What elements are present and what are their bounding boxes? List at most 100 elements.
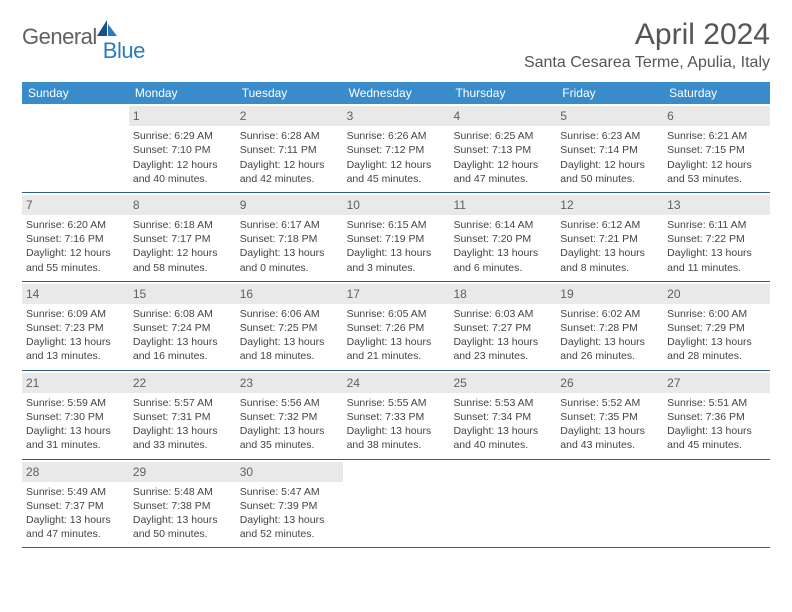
- logo: General Blue: [22, 18, 145, 50]
- sunrise-text: Sunrise: 6:09 AM: [26, 307, 125, 321]
- day-number: 30: [236, 462, 343, 482]
- sunset-text: Sunset: 7:26 PM: [347, 321, 446, 335]
- sunrise-text: Sunrise: 6:15 AM: [347, 218, 446, 232]
- sunrise-text: Sunrise: 6:20 AM: [26, 218, 125, 232]
- day-cell-12: 12Sunrise: 6:12 AMSunset: 7:21 PMDayligh…: [556, 193, 663, 281]
- daylight-text: Daylight: 13 hours and 23 minutes.: [453, 335, 552, 363]
- day-cell-11: 11Sunrise: 6:14 AMSunset: 7:20 PMDayligh…: [449, 193, 556, 281]
- week-row: 7Sunrise: 6:20 AMSunset: 7:16 PMDaylight…: [22, 193, 770, 282]
- header: General Blue April 2024 Santa Cesarea Te…: [22, 18, 770, 72]
- sunrise-text: Sunrise: 6:23 AM: [560, 129, 659, 143]
- sunset-text: Sunset: 7:34 PM: [453, 410, 552, 424]
- daylight-text: Daylight: 13 hours and 45 minutes.: [667, 424, 766, 452]
- day-cell-5: 5Sunrise: 6:23 AMSunset: 7:14 PMDaylight…: [556, 104, 663, 192]
- day-cell-14: 14 Sunrise: 6:09 AMSunset: 7:23 PMDayligh…: [22, 282, 129, 370]
- daylight-text: Daylight: 12 hours and 53 minutes.: [667, 158, 766, 186]
- sunset-text: Sunset: 7:35 PM: [560, 410, 659, 424]
- sunrise-text: Sunrise: 5:52 AM: [560, 396, 659, 410]
- daylight-text: Daylight: 12 hours and 42 minutes.: [240, 158, 339, 186]
- logo-text-1: General: [22, 24, 97, 50]
- day-number: 18: [449, 284, 556, 304]
- day-number: 4: [449, 106, 556, 126]
- daylight-text: Daylight: 13 hours and 47 minutes.: [26, 513, 125, 541]
- daylight-text: Daylight: 12 hours and 50 minutes.: [560, 158, 659, 186]
- page-title: April 2024: [524, 18, 770, 52]
- sunset-text: Sunset: 7:29 PM: [667, 321, 766, 335]
- sunrise-text: Sunrise: 5:47 AM: [240, 485, 339, 499]
- day-number: 11: [449, 195, 556, 215]
- day-header-saturday: Saturday: [663, 82, 770, 104]
- daylight-text: Daylight: 13 hours and 28 minutes.: [667, 335, 766, 363]
- day-cell-1: 1Sunrise: 6:29 AMSunset: 7:10 PMDaylight…: [129, 104, 236, 192]
- sunrise-text: Sunrise: 6:00 AM: [667, 307, 766, 321]
- day-number: 15: [129, 284, 236, 304]
- sunset-text: Sunset: 7:39 PM: [240, 499, 339, 513]
- sunset-text: Sunset: 7:10 PM: [133, 143, 232, 157]
- day-header-tuesday: Tuesday: [236, 82, 343, 104]
- week-row: .1Sunrise: 6:29 AMSunset: 7:10 PMDayligh…: [22, 104, 770, 193]
- day-number: 7: [22, 195, 129, 215]
- sunset-text: Sunset: 7:24 PM: [133, 321, 232, 335]
- daylight-text: Daylight: 13 hours and 40 minutes.: [453, 424, 552, 452]
- day-cell-4: 4Sunrise: 6:25 AMSunset: 7:13 PMDaylight…: [449, 104, 556, 192]
- sunrise-text: Sunrise: 6:21 AM: [667, 129, 766, 143]
- day-cell-24: 24Sunrise: 5:55 AMSunset: 7:33 PMDayligh…: [343, 371, 450, 459]
- day-cell-9: 9Sunrise: 6:17 AMSunset: 7:18 PMDaylight…: [236, 193, 343, 281]
- day-cell-28: 28Sunrise: 5:49 AMSunset: 7:37 PMDayligh…: [22, 460, 129, 548]
- daylight-text: Daylight: 13 hours and 43 minutes.: [560, 424, 659, 452]
- sunrise-text: Sunrise: 5:49 AM: [26, 485, 125, 499]
- daylight-text: Daylight: 12 hours and 45 minutes.: [347, 158, 446, 186]
- day-cell-3: 3Sunrise: 6:26 AMSunset: 7:12 PMDaylight…: [343, 104, 450, 192]
- day-cell-13: 13Sunrise: 6:11 AMSunset: 7:22 PMDayligh…: [663, 193, 770, 281]
- title-block: April 2024 Santa Cesarea Terme, Apulia, …: [524, 18, 770, 72]
- daylight-text: Daylight: 13 hours and 31 minutes.: [26, 424, 125, 452]
- sunset-text: Sunset: 7:17 PM: [133, 232, 232, 246]
- sunrise-text: Sunrise: 6:02 AM: [560, 307, 659, 321]
- daylight-text: Daylight: 13 hours and 18 minutes.: [240, 335, 339, 363]
- day-header-sunday: Sunday: [22, 82, 129, 104]
- logo-text-2: Blue: [103, 38, 145, 64]
- sunset-text: Sunset: 7:38 PM: [133, 499, 232, 513]
- day-header-row: SundayMondayTuesdayWednesdayThursdayFrid…: [22, 82, 770, 104]
- day-cell-8: 8Sunrise: 6:18 AMSunset: 7:17 PMDaylight…: [129, 193, 236, 281]
- sunset-text: Sunset: 7:25 PM: [240, 321, 339, 335]
- daylight-text: Daylight: 13 hours and 0 minutes.: [240, 246, 339, 274]
- sunrise-text: Sunrise: 6:11 AM: [667, 218, 766, 232]
- sunrise-text: Sunrise: 6:29 AM: [133, 129, 232, 143]
- sunset-text: Sunset: 7:32 PM: [240, 410, 339, 424]
- sunset-text: Sunset: 7:37 PM: [26, 499, 125, 513]
- daylight-text: Daylight: 13 hours and 33 minutes.: [133, 424, 232, 452]
- sunrise-text: Sunrise: 6:03 AM: [453, 307, 552, 321]
- day-cell-18: 18Sunrise: 6:03 AMSunset: 7:27 PMDayligh…: [449, 282, 556, 370]
- sunrise-text: Sunrise: 6:26 AM: [347, 129, 446, 143]
- sunset-text: Sunset: 7:33 PM: [347, 410, 446, 424]
- location-subtitle: Santa Cesarea Terme, Apulia, Italy: [524, 54, 770, 72]
- day-number: 29: [129, 462, 236, 482]
- sunrise-text: Sunrise: 5:57 AM: [133, 396, 232, 410]
- day-cell-17: 17Sunrise: 6:05 AMSunset: 7:26 PMDayligh…: [343, 282, 450, 370]
- day-number: 14: [22, 284, 129, 304]
- day-number: 12: [556, 195, 663, 215]
- day-number: 16: [236, 284, 343, 304]
- week-row: 21Sunrise: 5:59 AMSunset: 7:30 PMDayligh…: [22, 371, 770, 460]
- day-cell-27: 27Sunrise: 5:51 AMSunset: 7:36 PMDayligh…: [663, 371, 770, 459]
- sunset-text: Sunset: 7:21 PM: [560, 232, 659, 246]
- day-cell-6: 6 Sunrise: 6:21 AMSunset: 7:15 PMDaylight…: [663, 104, 770, 192]
- day-number: 3: [343, 106, 450, 126]
- day-number: 9: [236, 195, 343, 215]
- daylight-text: Daylight: 13 hours and 16 minutes.: [133, 335, 232, 363]
- day-number: 13: [663, 195, 770, 215]
- day-number: 19: [556, 284, 663, 304]
- day-cell-empty: .: [556, 460, 663, 548]
- day-number: 5: [556, 106, 663, 126]
- day-number: 8: [129, 195, 236, 215]
- day-header-wednesday: Wednesday: [343, 82, 450, 104]
- sunset-text: Sunset: 7:15 PM: [667, 143, 766, 157]
- sunset-text: Sunset: 7:11 PM: [240, 143, 339, 157]
- daylight-text: Daylight: 13 hours and 13 minutes.: [26, 335, 125, 363]
- day-number: 6: [663, 106, 770, 126]
- sunset-text: Sunset: 7:22 PM: [667, 232, 766, 246]
- sunrise-text: Sunrise: 6:17 AM: [240, 218, 339, 232]
- sunset-text: Sunset: 7:23 PM: [26, 321, 125, 335]
- sunrise-text: Sunrise: 5:51 AM: [667, 396, 766, 410]
